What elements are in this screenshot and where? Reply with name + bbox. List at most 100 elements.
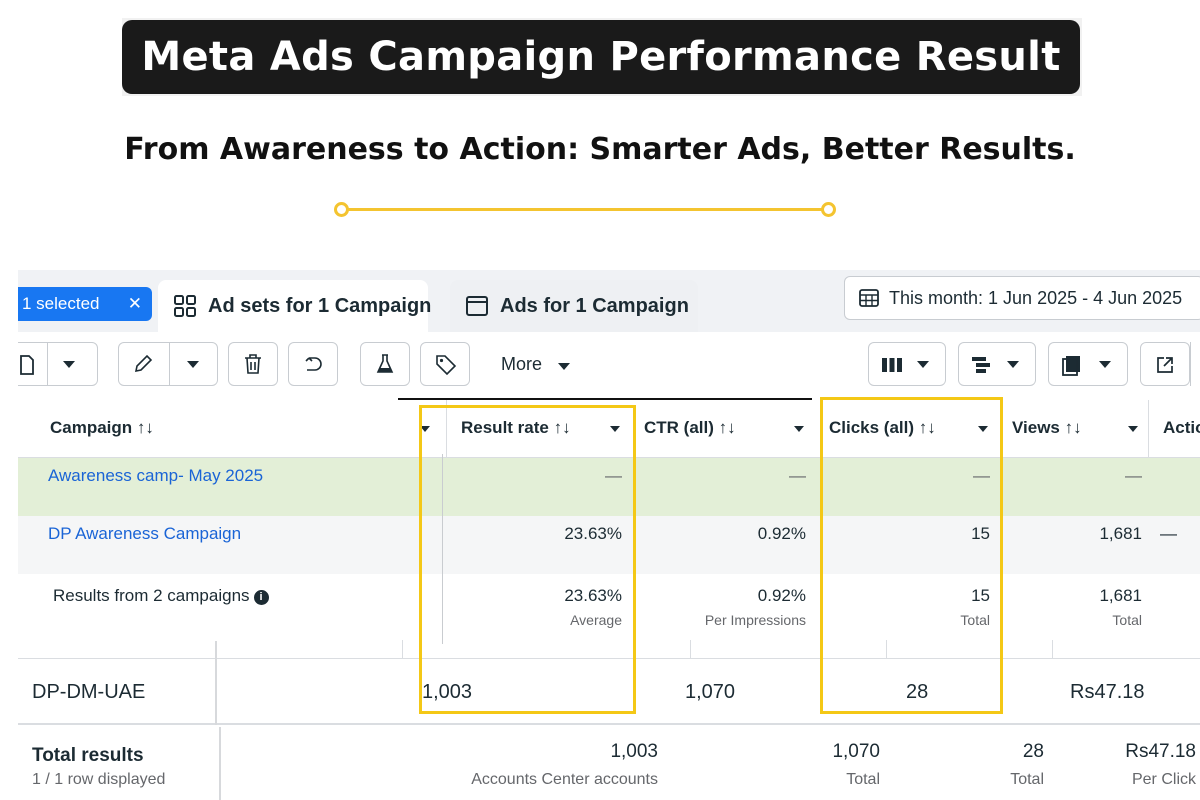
chevron-down-icon[interactable] xyxy=(1007,361,1019,368)
summary-ctr: 0.92% xyxy=(757,586,806,605)
summary-result-rate: 23.63% xyxy=(564,586,622,605)
header-rule xyxy=(398,398,812,401)
result-rate-cell: 23.63% xyxy=(564,524,622,543)
rows-displayed-count: 1 / 1 row displayed xyxy=(32,771,166,788)
column-divider xyxy=(1052,640,1053,658)
campaign-name-link[interactable]: Awareness camp- May 2025 xyxy=(48,466,264,485)
chevron-down-icon[interactable] xyxy=(1128,426,1138,432)
tab-ads[interactable]: Ads for 1 Campaign xyxy=(450,280,698,332)
date-range-picker[interactable]: This month: 1 Jun 2025 - 4 Jun 2025 xyxy=(844,276,1200,320)
duplicate-button[interactable] xyxy=(18,342,98,386)
result-rate-cell: — xyxy=(605,466,622,485)
total-results-title: Total results xyxy=(32,745,144,766)
button-separator xyxy=(47,342,48,386)
chevron-down-icon[interactable] xyxy=(1099,361,1111,368)
column-divider xyxy=(402,640,403,658)
button-separator xyxy=(169,342,170,386)
summary-result-rate-caption: Average xyxy=(570,612,622,628)
close-icon[interactable]: ✕ xyxy=(127,294,142,313)
columns-icon xyxy=(882,358,902,372)
delete-button[interactable] xyxy=(228,342,278,386)
campaigns-selected-chip[interactable]: 1 selected ✕ xyxy=(18,287,152,321)
export-button[interactable] xyxy=(1140,342,1190,386)
ad-results-table: DP-DM-UAE 1,003 1,070 28 Rs47.18 Total r… xyxy=(18,641,1200,800)
breakdown-button[interactable] xyxy=(958,342,1036,386)
chevron-down-icon[interactable] xyxy=(794,426,804,432)
chevron-down-icon[interactable] xyxy=(420,426,430,432)
tab-ad-sets-label: Ad sets for 1 Campaign xyxy=(208,295,432,317)
tag-button[interactable] xyxy=(420,342,470,386)
column-divider xyxy=(215,641,217,725)
table-row[interactable]: DP Awareness Campaign 23.63% 0.92% 15 1,… xyxy=(18,516,1200,574)
table-row[interactable]: DP-DM-UAE 1,003 1,070 28 Rs47.18 xyxy=(18,659,1200,725)
columns-button[interactable] xyxy=(868,342,946,386)
total-reach: 1,003 xyxy=(610,741,658,762)
divider-dot-right xyxy=(821,202,836,217)
pencil-icon xyxy=(134,354,153,373)
ad-value-reach: 1,003 xyxy=(422,681,473,703)
total-cost-caption: Per Click xyxy=(1131,771,1196,788)
campaign-name-link[interactable]: DP Awareness Campaign xyxy=(48,524,242,543)
ads-window-icon xyxy=(466,296,488,316)
total-clicks: 28 xyxy=(1022,741,1044,762)
table-row[interactable]: Awareness camp- May 2025 — — — — xyxy=(18,458,1200,516)
column-divider xyxy=(1148,400,1149,458)
more-button[interactable]: More xyxy=(501,354,543,374)
views-cell: — xyxy=(1125,466,1142,485)
ad-value-impressions: 1,070 xyxy=(685,681,736,703)
chevron-down-icon[interactable] xyxy=(558,363,570,370)
clicks-highlight xyxy=(820,397,1003,714)
total-cost: Rs47.18 xyxy=(1125,741,1196,762)
calendar-icon xyxy=(859,289,879,307)
ad-value-cost: Rs47.18 xyxy=(1070,681,1145,703)
column-divider xyxy=(442,454,443,644)
ctr-cell: — xyxy=(789,466,806,485)
column-header-ctr[interactable]: CTR (all) ↑↓ xyxy=(644,418,736,437)
chevron-down-icon[interactable] xyxy=(610,426,620,432)
undo-icon xyxy=(305,357,322,371)
column-header-actions[interactable]: Actio xyxy=(1163,418,1200,437)
result-rate-highlight xyxy=(419,405,636,714)
ad-value-clicks: 28 xyxy=(906,681,929,703)
info-icon[interactable]: i xyxy=(253,590,269,605)
column-header-views[interactable]: Views ↑↓ xyxy=(1012,418,1082,437)
tab-ad-sets[interactable]: Ad sets for 1 Campaign xyxy=(158,280,432,332)
chevron-down-icon[interactable] xyxy=(917,361,929,368)
test-button[interactable] xyxy=(360,342,410,386)
column-header-campaign[interactable]: Campaign ↑↓ xyxy=(50,418,154,437)
ad-sets-grid-icon xyxy=(174,295,196,317)
column-divider xyxy=(446,400,447,458)
edit-button[interactable] xyxy=(118,342,218,386)
chevron-down-icon[interactable] xyxy=(187,361,199,368)
undo-button[interactable] xyxy=(288,342,338,386)
selected-count-label: 1 selected xyxy=(22,294,100,313)
clicks-cell: — xyxy=(973,466,990,485)
column-divider xyxy=(886,640,887,658)
summary-ctr-caption: Per Impressions xyxy=(704,612,806,628)
column-header-clicks[interactable]: Clicks (all) ↑↓ xyxy=(829,418,936,437)
column-header-result-rate[interactable]: Result rate ↑↓ xyxy=(461,418,571,437)
summary-label: Results from 2 campaigns i xyxy=(53,586,269,606)
total-impressions-caption: Total xyxy=(846,771,880,788)
total-reach-caption: Accounts Center accounts xyxy=(471,771,658,788)
tag-icon xyxy=(436,355,457,376)
actions-cell: — xyxy=(1160,524,1177,543)
trash-icon xyxy=(245,354,261,374)
total-clicks-caption: Total xyxy=(1010,771,1044,788)
chevron-down-icon[interactable] xyxy=(63,361,75,368)
toolbar-edge xyxy=(1190,342,1191,386)
clicks-cell: 15 xyxy=(971,524,990,543)
tab-ads-label: Ads for 1 Campaign xyxy=(500,295,689,317)
chevron-down-icon[interactable] xyxy=(978,426,988,432)
ad-name: DP-DM-UAE xyxy=(32,681,146,703)
date-range-label: This month: 1 Jun 2025 - 4 Jun 2025 xyxy=(889,288,1183,308)
column-divider xyxy=(219,727,221,800)
summary-label-text: Results from 2 campaigns xyxy=(53,586,250,605)
reports-icon xyxy=(1062,356,1080,376)
table-header: Campaign ↑↓ Result rate ↑↓ CTR (all) ↑↓ … xyxy=(18,400,1200,458)
summary-clicks-caption: Total xyxy=(960,612,990,628)
reports-button[interactable] xyxy=(1048,342,1128,386)
views-cell: 1,681 xyxy=(1099,524,1142,543)
ads-manager-screenshot: 1 selected ✕ Ad sets for 1 Campaign Ads … xyxy=(18,270,1200,800)
flask-icon xyxy=(376,354,394,373)
